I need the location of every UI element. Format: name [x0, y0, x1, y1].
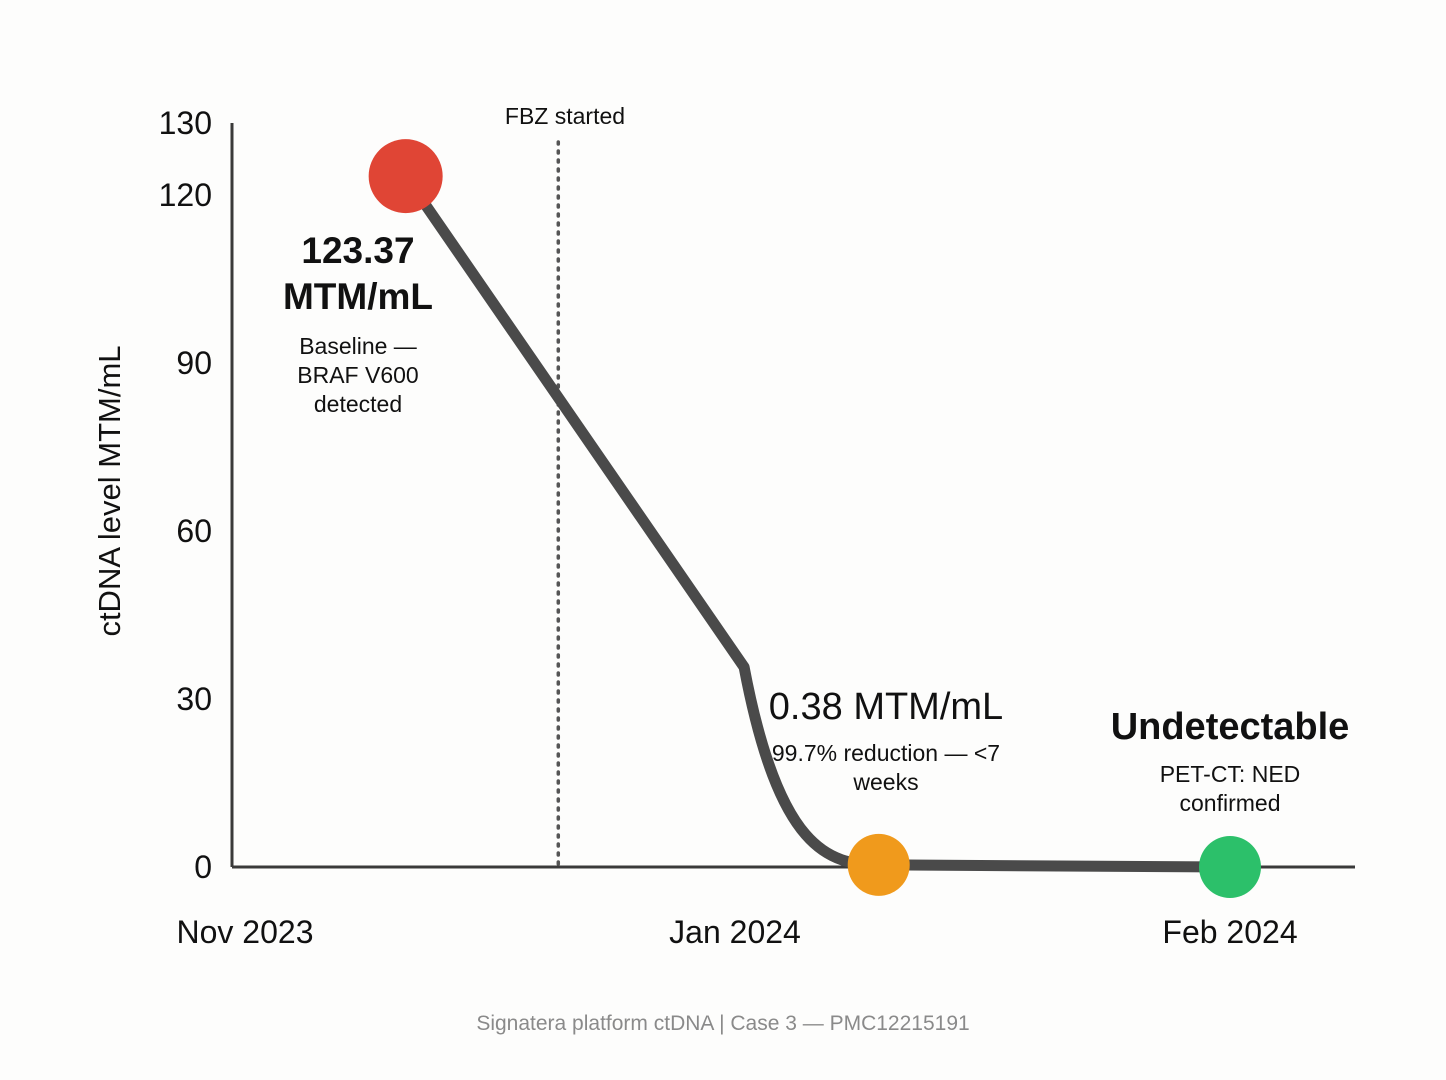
reduction-annotation: 0.38 MTM/mL 99.7% reduction — <7 weeks [766, 684, 1006, 797]
x-tick-label: Feb 2024 [1162, 914, 1297, 950]
undetectable-note: PET-CT: NED confirmed [1159, 761, 1301, 816]
footer-caption: Signatera platform ctDNA | Case 3 — PMC1… [476, 1012, 970, 1035]
y-tick-label: 130 [159, 105, 212, 141]
y-tick-label: 120 [159, 177, 212, 213]
y-tick-label: 90 [176, 345, 212, 381]
baseline-point [368, 139, 443, 214]
reduction-note: 99.7% reduction — <7 weeks [771, 740, 1001, 795]
reduction-value-label: 0.38 MTM/mL [768, 686, 1004, 728]
baseline-annotation: 123.37 MTM/mL Baseline — BRAF V600 detec… [258, 228, 458, 419]
baseline-value-label: 123.37 MTM/mL [282, 230, 434, 317]
x-tick-label: Nov 2023 [177, 914, 314, 950]
nadir-point [847, 833, 910, 896]
y-axis-label: ctDNA level MTM/mL [92, 345, 127, 637]
y-tick-label: 60 [176, 513, 212, 549]
y-tick-label: 0 [194, 849, 212, 885]
undetectable-annotation: Undetectable PET-CT: NED confirmed [1111, 704, 1350, 818]
fbz-started-label: FBZ started [504, 103, 626, 129]
undetectable-point [1199, 836, 1261, 898]
baseline-note: Baseline — BRAF V600 detected [297, 333, 419, 417]
y-tick-label: 30 [176, 681, 212, 717]
undetectable-label: Undetectable [1110, 706, 1350, 748]
x-tick-label: Jan 2024 [669, 914, 801, 950]
